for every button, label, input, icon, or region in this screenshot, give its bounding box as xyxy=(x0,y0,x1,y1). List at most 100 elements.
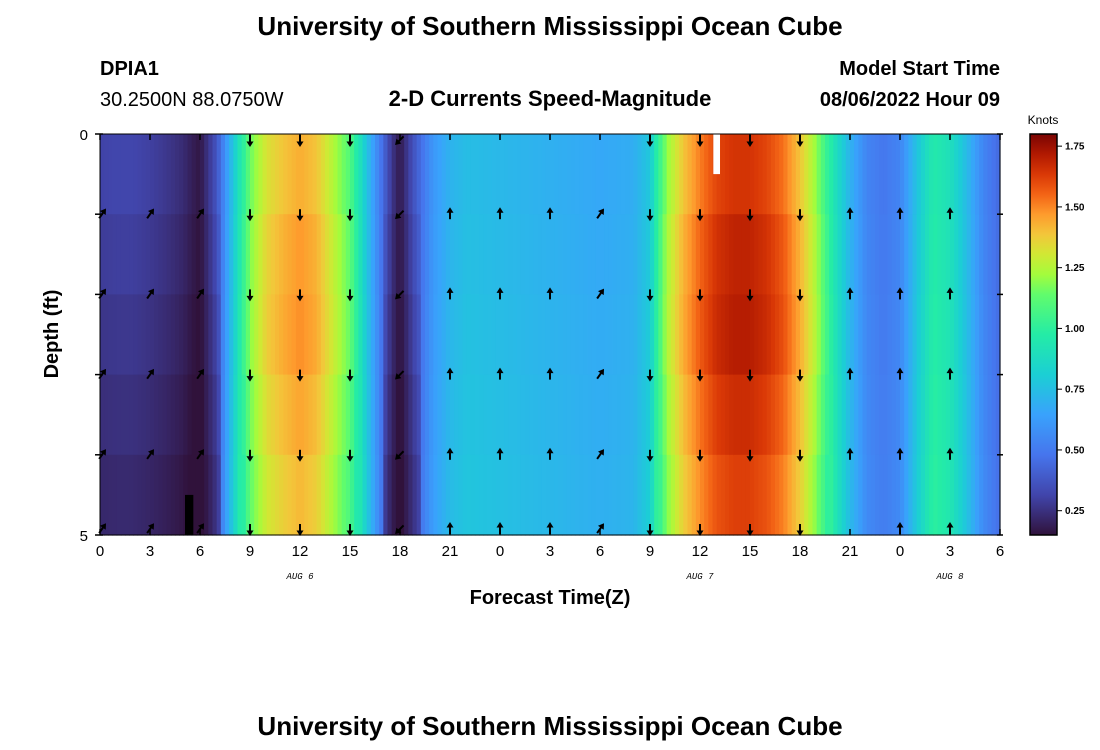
heatmap-cell xyxy=(245,454,251,536)
heatmap-cell xyxy=(600,134,605,215)
heatmap-cell xyxy=(650,214,655,295)
heatmap-cell xyxy=(995,294,1001,376)
heatmap-cell xyxy=(750,294,755,376)
heatmap-cell xyxy=(387,214,393,295)
colorbar-tick-label: 0.50 xyxy=(1065,445,1085,456)
heatmap-cell xyxy=(533,134,539,215)
heatmap-cell xyxy=(608,134,614,215)
heatmap-cell xyxy=(608,294,614,376)
heatmap-cell xyxy=(525,214,530,295)
heatmap-cell xyxy=(916,374,922,456)
heatmap-cell xyxy=(912,294,918,376)
heatmap-cell xyxy=(225,134,230,215)
heatmap-cell xyxy=(616,134,622,215)
arrow-n xyxy=(496,287,504,300)
heatmap-cell xyxy=(175,294,180,376)
heatmap-cell xyxy=(225,214,230,295)
heatmap-cell xyxy=(200,374,205,456)
heatmap-cell xyxy=(575,374,580,456)
heatmap-cell xyxy=(533,454,539,536)
heatmap-cell xyxy=(508,374,514,456)
heatmap-cell xyxy=(658,134,664,215)
arrow-head xyxy=(546,207,554,213)
heatmap-cell xyxy=(775,134,780,215)
heatmap-cell xyxy=(816,454,822,536)
heatmap-cell xyxy=(800,214,805,295)
heatmap-cell xyxy=(187,214,193,295)
heatmap-cell xyxy=(612,454,618,536)
heatmap-cell xyxy=(487,454,493,536)
heatmap-cell xyxy=(879,134,884,215)
heatmap-cell xyxy=(883,454,889,536)
heatmap-cell xyxy=(725,214,730,295)
heatmap-cell xyxy=(633,294,639,376)
heatmap-cell xyxy=(933,134,939,215)
colorbar xyxy=(1029,133,1058,536)
heatmap-cell xyxy=(570,294,576,376)
heatmap-cell xyxy=(383,454,389,536)
heatmap-cell xyxy=(275,374,280,456)
arrow-head xyxy=(896,522,904,528)
arrow-head xyxy=(395,212,402,220)
heatmap-cell xyxy=(445,374,451,456)
heatmap-cell xyxy=(525,294,530,376)
heatmap-cell xyxy=(104,134,109,215)
arrow-head xyxy=(846,367,854,374)
arrow-head xyxy=(296,215,304,222)
heatmap-cell xyxy=(962,134,968,215)
heatmap-cell xyxy=(250,454,255,536)
heatmap-cell xyxy=(970,374,976,456)
heatmap-cell xyxy=(758,374,764,456)
arrow-head xyxy=(946,447,954,454)
heatmap-cell xyxy=(966,134,972,215)
heatmap-cell xyxy=(425,454,430,536)
heatmap-cell xyxy=(137,294,143,376)
heatmap-cell xyxy=(120,454,126,536)
heatmap-cell xyxy=(362,374,368,456)
heatmap-cell xyxy=(845,134,851,215)
heatmap-cell xyxy=(170,134,176,215)
heatmap-cell xyxy=(650,374,655,456)
heatmap-cell xyxy=(179,454,184,536)
heatmap-cell xyxy=(820,374,826,456)
heatmap-cell xyxy=(845,294,851,376)
heatmap-cell xyxy=(937,294,943,376)
heatmap-cell xyxy=(241,454,247,536)
arrow-s xyxy=(696,209,704,222)
heatmap-cell xyxy=(858,134,864,215)
arrow-ne xyxy=(196,368,205,380)
heatmap-cell xyxy=(350,134,355,215)
heatmap-cell xyxy=(266,214,272,295)
heatmap-cell xyxy=(350,454,355,536)
heatmap-cell xyxy=(562,214,568,295)
heatmap-cell xyxy=(616,214,622,295)
heatmap-cell xyxy=(454,294,459,376)
heatmap-cell xyxy=(637,454,643,536)
heatmap-cell xyxy=(391,454,397,536)
heatmap-cell xyxy=(416,294,422,376)
heatmap-cell xyxy=(591,374,597,456)
heatmap-cell xyxy=(162,214,168,295)
heatmap-cell xyxy=(962,374,968,456)
arrow-head xyxy=(246,215,254,222)
heatmap-cell xyxy=(462,134,468,215)
heatmap-cell xyxy=(541,294,547,376)
heatmap-cell xyxy=(762,294,768,376)
heatmap-cell xyxy=(316,214,322,295)
heatmap-cell xyxy=(875,134,880,215)
heatmap-cell xyxy=(454,454,459,536)
x-axis-ticks: 0 3 6 9 12 15 18 21 0 3 6 9 12 15 18 21 0 3 6 AUG 6 AUG 7 AUG… xyxy=(96,134,1004,582)
heatmap-cell xyxy=(541,134,547,215)
heatmap-cell xyxy=(395,454,401,536)
heatmap-cell xyxy=(662,454,668,536)
heatmap-cell xyxy=(983,374,989,456)
arrow-head xyxy=(946,207,954,213)
arrow-sw xyxy=(395,290,405,300)
heatmap-cell xyxy=(808,454,814,536)
heatmap-cell xyxy=(766,214,772,295)
heatmap-cell xyxy=(129,214,134,295)
heatmap-cell xyxy=(670,214,676,295)
heatmap-cell xyxy=(470,214,476,295)
heatmap-cell xyxy=(600,294,605,376)
arrow-head xyxy=(746,215,754,222)
